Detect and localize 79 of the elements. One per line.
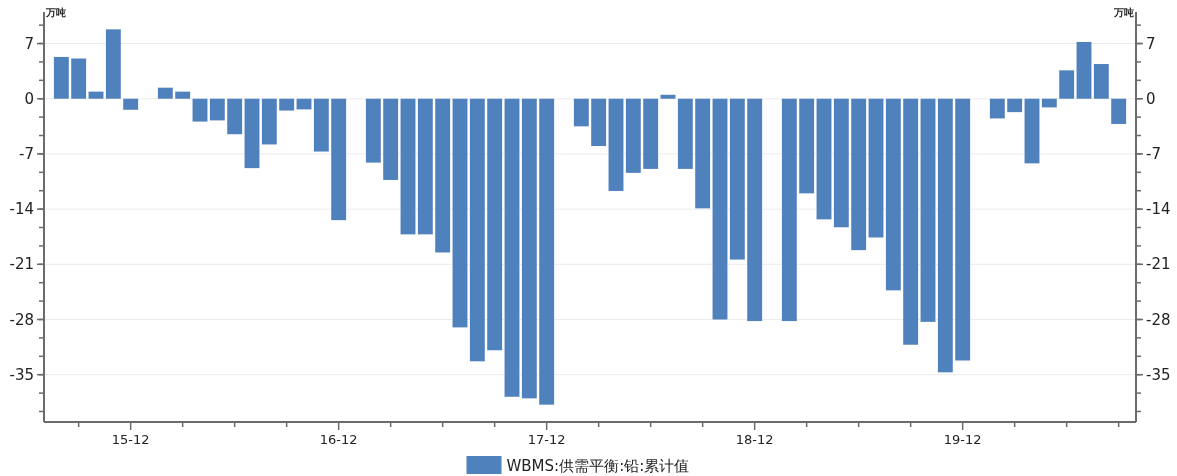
legend: WBMS:供需平衡:铅:累计值: [466, 456, 690, 475]
y2-tick-label: -7: [1146, 144, 1161, 163]
y-tick-label: -35: [9, 365, 34, 384]
bar: [851, 98, 867, 251]
y2-axis-title: 万吨: [1113, 7, 1134, 18]
bar: [937, 98, 953, 373]
y-tick-label: -7: [19, 144, 34, 163]
bar: [400, 98, 416, 235]
bar: [729, 98, 745, 260]
bar: [920, 98, 936, 322]
bar: [261, 98, 277, 145]
bar: [435, 98, 451, 253]
bar: [781, 98, 797, 322]
bar: [955, 98, 971, 361]
bar: [244, 98, 260, 169]
bar: [747, 98, 763, 322]
bar: [504, 98, 520, 397]
bar: [1007, 98, 1023, 113]
legend-label: WBMS:供需平衡:铅:累计值: [506, 457, 690, 475]
bar: [1059, 70, 1075, 99]
x-tick-label: 19-12: [943, 432, 982, 447]
bar: [209, 98, 225, 121]
bar: [521, 98, 537, 399]
bar: [816, 98, 832, 220]
y-tick-label: 0: [24, 89, 34, 108]
y-tick-label: -21: [9, 255, 34, 274]
bar: [608, 98, 624, 191]
bar: [903, 98, 919, 345]
bar: [88, 91, 104, 99]
bar: [365, 98, 381, 163]
bar: [313, 98, 329, 152]
bar: [71, 58, 87, 99]
bar: [175, 91, 191, 99]
bar: [712, 98, 728, 320]
bar: [660, 94, 676, 99]
bar: [487, 98, 503, 351]
bar: [591, 98, 607, 147]
bar: [1041, 98, 1057, 108]
bar: [157, 87, 173, 99]
bar: [625, 98, 641, 173]
bar: [695, 98, 711, 209]
bar: [539, 98, 555, 405]
x-tick-label: 15-12: [111, 432, 150, 447]
bar: [1024, 98, 1040, 164]
y-tick-label: 7: [24, 34, 34, 53]
bar: [833, 98, 849, 228]
y2-tick-label: -14: [1146, 200, 1171, 219]
y2-tick-label: 7: [1146, 34, 1156, 53]
bar: [989, 98, 1005, 119]
bar: [383, 98, 399, 180]
y-tick-label: -14: [9, 200, 34, 219]
bar: [643, 98, 659, 169]
bar: [1076, 41, 1092, 99]
bar: [573, 98, 589, 127]
bar: [677, 98, 693, 169]
y-axis-title: 万吨: [45, 7, 66, 18]
bar: [53, 56, 69, 99]
bar: [799, 98, 815, 194]
bar: [192, 98, 208, 122]
x-tick-label: 18-12: [735, 432, 774, 447]
y2-tick-label: -21: [1146, 255, 1171, 274]
bar: [885, 98, 901, 291]
x-tick-label: 17-12: [527, 432, 566, 447]
y-tick-label: -28: [9, 310, 34, 329]
bar: [452, 98, 468, 328]
y2-tick-label: 0: [1146, 89, 1156, 108]
bar: [227, 98, 243, 135]
x-tick-label: 16-12: [319, 432, 358, 447]
bar: [1111, 98, 1127, 124]
bar: [417, 98, 433, 235]
bar: [105, 29, 121, 99]
bar: [469, 98, 485, 362]
bar: [1093, 64, 1109, 99]
bar: [279, 98, 295, 111]
bar: [331, 98, 347, 221]
y2-tick-label: -28: [1146, 310, 1171, 329]
bar: [868, 98, 884, 238]
y2-tick-label: -35: [1146, 365, 1171, 384]
bar: [123, 98, 139, 110]
